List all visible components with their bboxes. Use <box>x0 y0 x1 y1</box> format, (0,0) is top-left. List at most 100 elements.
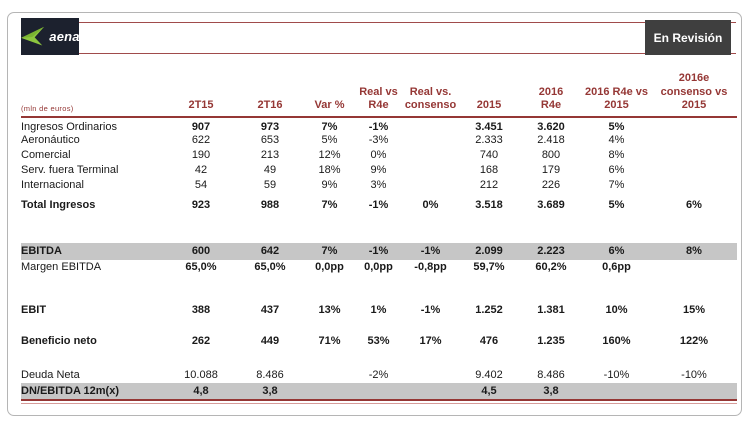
spacer-row <box>21 213 737 243</box>
spacer-row <box>21 349 737 368</box>
aena-logo: aena <box>20 18 80 55</box>
row-label: DN/EBITDA 12m(x) <box>21 383 167 400</box>
value-cell <box>403 133 458 148</box>
row-label: Ingresos Ordinarios <box>21 121 117 133</box>
row-label: Margen EBITDA <box>21 261 102 273</box>
financial-table: (mln de euros) 2T15 2T16 Var % Real vs R4e R… <box>21 57 737 401</box>
value-cell: -1% <box>368 199 389 211</box>
value-cell: 476 <box>479 335 499 347</box>
value-cell: 42 <box>194 164 208 176</box>
aena-logo-icon <box>20 26 46 48</box>
value-cell: 653 <box>260 134 280 146</box>
spacer-cell <box>21 275 737 303</box>
value-cell <box>403 178 458 193</box>
value-cell: -10% <box>681 369 707 381</box>
value-cell: 0,0pp <box>364 261 393 273</box>
value-cell: 9.402 <box>475 369 503 381</box>
value-cell: 59 <box>263 179 277 191</box>
value-cell: -1% <box>354 243 403 260</box>
value-cell <box>403 368 458 383</box>
value-cell: 15% <box>682 304 706 316</box>
value-cell: 49 <box>263 164 277 176</box>
table-row: Deuda Neta 10.088 8.486 -2% 9.402 8.486 -10% -1… <box>21 368 737 383</box>
value-cell: 226 <box>541 179 561 191</box>
value-cell: 437 <box>260 304 280 316</box>
value-cell: 4,5 <box>458 383 520 400</box>
row-label: EBITDA <box>21 243 167 260</box>
value-cell: 449 <box>260 335 280 347</box>
table-header-row: (mln de euros) 2T15 2T16 Var % Real vs R4e R… <box>21 57 737 118</box>
value-cell: 907 <box>191 121 211 133</box>
value-cell <box>651 178 737 193</box>
value-cell: 923 <box>191 199 211 211</box>
value-cell: 8% <box>608 149 625 161</box>
value-cell: 1.235 <box>537 335 565 347</box>
table-row: Ingresos Ordinarios 907 973 7% -1% 3.451 3.620… <box>21 117 737 133</box>
spacer-cell <box>21 349 737 368</box>
value-cell: 6% <box>608 164 625 176</box>
bottom-double-rule <box>21 403 737 404</box>
value-cell <box>651 148 737 163</box>
value-cell <box>651 133 737 148</box>
value-cell <box>651 163 737 178</box>
row-label: Beneficio neto <box>21 335 97 347</box>
row-label: Aeronáutico <box>21 134 80 146</box>
value-cell: 973 <box>260 121 280 133</box>
value-cell: 388 <box>191 304 211 316</box>
value-cell: 2.333 <box>475 134 503 146</box>
value-cell: 5% <box>608 121 625 133</box>
column-header: Real vs R4e <box>354 57 403 118</box>
column-header: 2016e consenso vs 2015 <box>651 57 737 118</box>
table-row: Aeronáutico 622 653 5% -3% 2.333 2.418 4% <box>21 133 737 148</box>
value-cell: 600 <box>167 243 235 260</box>
table-row: EBIT 388 437 13% 1% -1% 1.252 1.381 10% 15% <box>21 303 737 318</box>
value-cell <box>354 383 403 400</box>
value-cell <box>651 383 737 400</box>
table-row: Beneficio neto 262 449 71% 53% 17% 476 1.235 160… <box>21 334 737 349</box>
table-body: Ingresos Ordinarios 907 973 7% -1% 3.451 3.620… <box>21 117 737 400</box>
value-cell: 262 <box>191 335 211 347</box>
value-cell: -2% <box>368 369 389 381</box>
value-cell: 3.451 <box>475 121 503 133</box>
value-cell: 122% <box>679 335 709 347</box>
value-cell: -3% <box>368 134 389 146</box>
value-cell: 7% <box>608 179 625 191</box>
value-cell: 642 <box>235 243 305 260</box>
value-cell <box>305 383 354 400</box>
table-row: Internacional 54 59 9% 3% 212 226 7% <box>21 178 737 193</box>
value-cell: 1.252 <box>475 304 503 316</box>
value-cell: 0,6pp <box>602 261 631 273</box>
value-cell: 622 <box>191 134 211 146</box>
value-cell: 18% <box>318 164 341 176</box>
title-strip <box>79 22 736 54</box>
value-cell: 160% <box>602 335 631 347</box>
value-cell: 2.223 <box>520 243 582 260</box>
revision-status-badge: En Revisión <box>645 20 731 55</box>
value-cell <box>403 163 458 178</box>
row-label: Deuda Neta <box>21 369 80 381</box>
value-cell: 800 <box>541 149 561 161</box>
value-cell: 10.088 <box>184 369 218 381</box>
value-cell: 3.518 <box>475 199 503 211</box>
value-cell: 179 <box>541 164 561 176</box>
column-header: 2015 <box>458 57 520 118</box>
value-cell: -0,8pp <box>414 261 447 273</box>
column-header: Real vs. consenso <box>403 57 458 118</box>
value-cell: 9% <box>321 179 338 191</box>
value-cell: -1% <box>403 243 458 260</box>
value-cell: 5% <box>321 134 338 146</box>
row-label: Total Ingresos <box>21 199 96 211</box>
value-cell: 0% <box>422 199 439 211</box>
value-cell: 0% <box>370 149 387 161</box>
value-cell <box>651 260 737 275</box>
value-cell: 8% <box>651 243 737 260</box>
unit-label: (mln de euros) <box>21 57 167 118</box>
value-cell <box>403 383 458 400</box>
value-cell: 213 <box>260 149 280 161</box>
value-cell <box>305 368 354 383</box>
column-header: 2016 R4e <box>520 57 582 118</box>
value-cell: 53% <box>367 335 390 347</box>
value-cell: 168 <box>479 164 499 176</box>
value-cell: 7% <box>305 243 354 260</box>
value-cell: 13% <box>318 304 341 316</box>
